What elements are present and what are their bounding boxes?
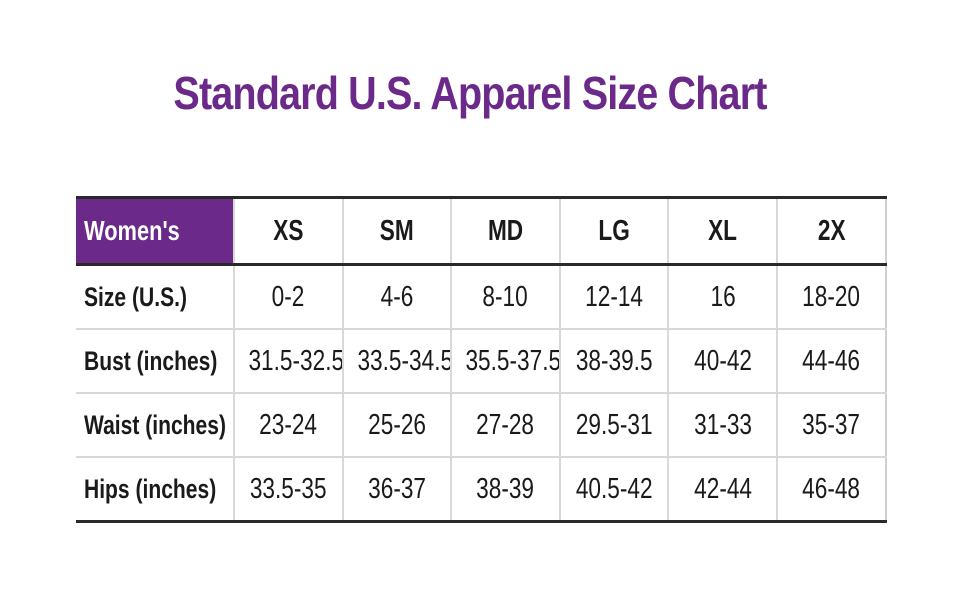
column-header-2x: 2X	[775, 196, 887, 266]
table-cell: 8-10	[450, 264, 560, 330]
table-cell: 35.5-37.5	[450, 329, 560, 394]
table-cell: 36-37	[341, 457, 452, 523]
table-row: Size (U.S.) 0-2 4-6 8-10 12-14 16 18-20	[76, 264, 887, 330]
table-cell: 29.5-31	[558, 393, 669, 458]
table-cell: 18-20	[775, 264, 887, 330]
table-cell: 35-37	[775, 393, 887, 458]
row-label: Waist (inches)	[76, 393, 234, 458]
table-cell: 25-26	[341, 393, 452, 458]
table-cell: 4-6	[341, 264, 452, 330]
table-cell: 44-46	[775, 329, 887, 394]
table-cell: 46-48	[775, 457, 887, 523]
table-cell: 33.5-34.5	[341, 329, 452, 394]
table-cell: 0-2	[233, 264, 343, 330]
table-cell: 27-28	[450, 393, 560, 458]
table-cell: 42-44	[667, 457, 777, 523]
table-cell: 38-39	[450, 457, 560, 523]
column-header-sm: SM	[341, 196, 452, 266]
table-cell: 40-42	[667, 329, 777, 394]
category-header: Women's	[76, 196, 234, 266]
table-cell: 23-24	[233, 393, 343, 458]
table-cell: 33.5-35	[233, 457, 343, 523]
table-cell: 12-14	[558, 264, 669, 330]
row-label: Size (U.S.)	[76, 264, 234, 330]
column-header-xs: XS	[233, 196, 343, 266]
column-header-md: MD	[450, 196, 560, 266]
column-header-xl: XL	[667, 196, 777, 266]
table-row: Hips (inches) 33.5-35 36-37 38-39 40.5-4…	[76, 457, 887, 523]
size-chart-table: Women's XS SM MD LG XL 2X Size (U.S.) 0-…	[76, 196, 887, 523]
row-label: Hips (inches)	[76, 457, 234, 523]
table-row: Bust (inches) 31.5-32.5 33.5-34.5 35.5-3…	[76, 329, 887, 394]
table-cell: 40.5-42	[558, 457, 669, 523]
table-cell: 31-33	[667, 393, 777, 458]
page-title: Standard U.S. Apparel Size Chart	[173, 67, 767, 119]
header-row: Women's XS SM MD LG XL 2X	[76, 196, 887, 266]
table-row: Waist (inches) 23-24 25-26 27-28 29.5-31…	[76, 393, 887, 458]
table-cell: 16	[667, 264, 777, 330]
row-label: Bust (inches)	[76, 329, 234, 394]
column-header-lg: LG	[558, 196, 669, 266]
table-cell: 31.5-32.5	[233, 329, 343, 394]
table-cell: 38-39.5	[558, 329, 669, 394]
